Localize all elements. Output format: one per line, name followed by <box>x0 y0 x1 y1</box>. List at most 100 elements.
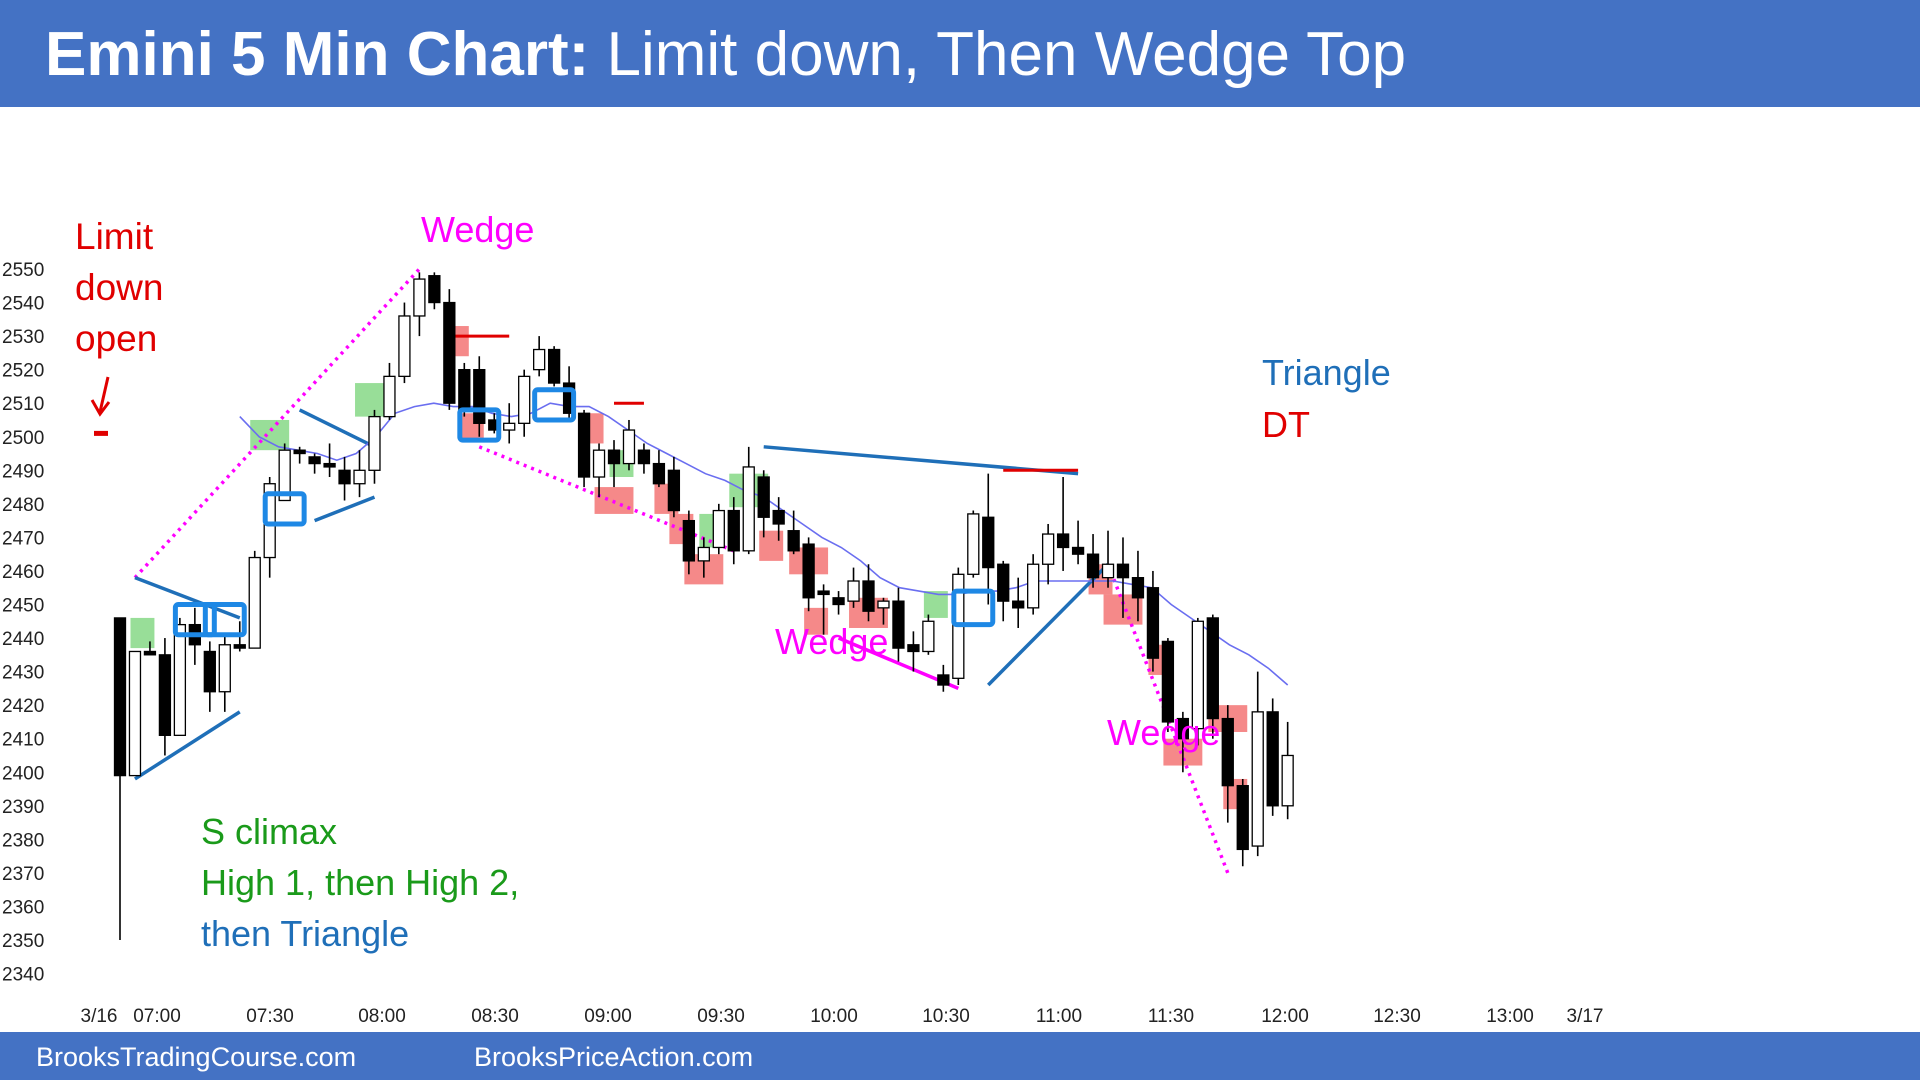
bear-candle <box>203 641 216 712</box>
bear-candle <box>1131 550 1145 622</box>
wedge-top-line <box>133 267 421 579</box>
candle-body <box>547 348 561 384</box>
entry-box <box>262 491 307 527</box>
candle-body <box>323 462 336 468</box>
limit-down-label-3: open <box>75 318 157 359</box>
y-tick-label: 2430 <box>2 663 44 684</box>
bear-candle <box>667 456 681 518</box>
candle-body <box>1146 587 1160 659</box>
candle-body <box>907 644 920 653</box>
candle-body <box>772 509 785 525</box>
bear-candle <box>473 356 486 437</box>
x-tick-label: 11:30 <box>1148 1006 1194 1027</box>
candle-body <box>113 617 127 777</box>
bull-candle <box>967 510 980 578</box>
bear-candle <box>113 617 127 940</box>
candle-body <box>293 449 306 455</box>
footer-left-link[interactable]: BrooksTradingCourse.com <box>36 1042 357 1072</box>
bull-candle <box>1041 523 1055 585</box>
y-tick-label: 2460 <box>2 562 44 583</box>
candle-body <box>458 368 471 411</box>
candle-body <box>233 644 246 649</box>
bull-candle <box>1191 617 1204 746</box>
candle-body <box>1101 563 1115 579</box>
candle-body <box>577 412 591 478</box>
candle-body <box>1056 533 1070 549</box>
candle-body <box>1071 546 1085 555</box>
bear-candle <box>652 450 666 488</box>
bear-candle <box>1086 534 1100 588</box>
candle-body <box>802 543 815 599</box>
bear-candle <box>1266 698 1279 816</box>
candle-body <box>533 348 546 371</box>
candle-body <box>622 429 636 465</box>
x-axis: 3/16 07:00 07:30 08:00 08:30 09:00 09:30 10:00 1… <box>81 1006 1604 1027</box>
bull-candle <box>173 617 187 736</box>
x-tick-label: 09:00 <box>584 1006 632 1027</box>
x-tick-label: 10:30 <box>922 1006 970 1027</box>
candle-body <box>473 368 486 424</box>
title-bold: Emini 5 Min Chart: <box>45 20 590 89</box>
candle-body <box>368 415 381 471</box>
x-tick-label: 3/16 <box>81 1006 118 1027</box>
candle-body <box>1221 717 1234 787</box>
annotations: Limit down open Wedge Wedge Wedge Triang… <box>75 209 1391 954</box>
bull-candle <box>622 419 636 471</box>
s-climax-label: S climax <box>201 811 337 852</box>
y-tick-label: 2350 <box>2 931 44 952</box>
candle-body <box>787 530 800 552</box>
bear-candle <box>982 473 995 605</box>
candle-body <box>308 456 321 465</box>
bull-candle <box>398 302 411 384</box>
y-tick-label: 2360 <box>2 897 44 918</box>
candle-body <box>413 278 426 317</box>
bear-candle <box>937 664 950 692</box>
x-tick-label: 12:30 <box>1373 1006 1421 1027</box>
bear-candle <box>158 638 172 756</box>
bear-candle <box>338 456 351 501</box>
y-tick-label: 2450 <box>2 596 44 617</box>
candle-body <box>1131 577 1145 599</box>
entry-box <box>532 387 577 423</box>
title-bar <box>0 0 1920 107</box>
red-signal-box <box>804 607 829 635</box>
footer-right-link[interactable]: BrooksPriceAction.com <box>474 1042 754 1072</box>
bear-candle <box>1146 570 1160 672</box>
candle-body <box>383 375 396 418</box>
bull-candle <box>1251 671 1264 857</box>
candle-body <box>652 462 666 485</box>
triangle-bot-1-line <box>134 710 241 781</box>
x-tick-label: 10:00 <box>810 1006 858 1027</box>
bull-candle <box>697 537 710 578</box>
bull-candle <box>877 597 890 625</box>
bull-candle <box>518 369 531 437</box>
y-tick-label: 2520 <box>2 361 44 382</box>
then-triangle-label: then Triangle <box>201 913 409 954</box>
bear-candle <box>577 409 591 488</box>
y-tick-label: 2470 <box>2 528 44 549</box>
x-tick-label: 3/17 <box>1567 1006 1604 1027</box>
title-rest: Limit down, Then Wedge Top <box>589 20 1407 89</box>
entry-box <box>951 588 996 628</box>
candle-body <box>1176 717 1190 740</box>
candle-body <box>862 580 875 612</box>
bull-candle <box>368 409 381 484</box>
wedge-mid-label: Wedge <box>775 621 888 662</box>
y-tick-label: 2550 <box>2 260 44 281</box>
x-tick-label: 12:00 <box>1261 1006 1309 1027</box>
y-tick-label: 2510 <box>2 394 44 415</box>
bear-candle <box>323 443 336 478</box>
bull-candle <box>592 443 606 498</box>
candle-body <box>892 600 905 649</box>
bear-candle <box>997 560 1010 622</box>
candle-body <box>1206 617 1219 720</box>
bull-candle <box>922 614 935 655</box>
bear-candle <box>443 289 456 410</box>
candle-body <box>278 449 291 502</box>
candle-body <box>1041 533 1055 565</box>
candle-body <box>1236 785 1249 851</box>
x-tick-label: 07:30 <box>246 1006 294 1027</box>
trend-lines <box>133 267 1230 874</box>
candle-body <box>158 654 172 736</box>
